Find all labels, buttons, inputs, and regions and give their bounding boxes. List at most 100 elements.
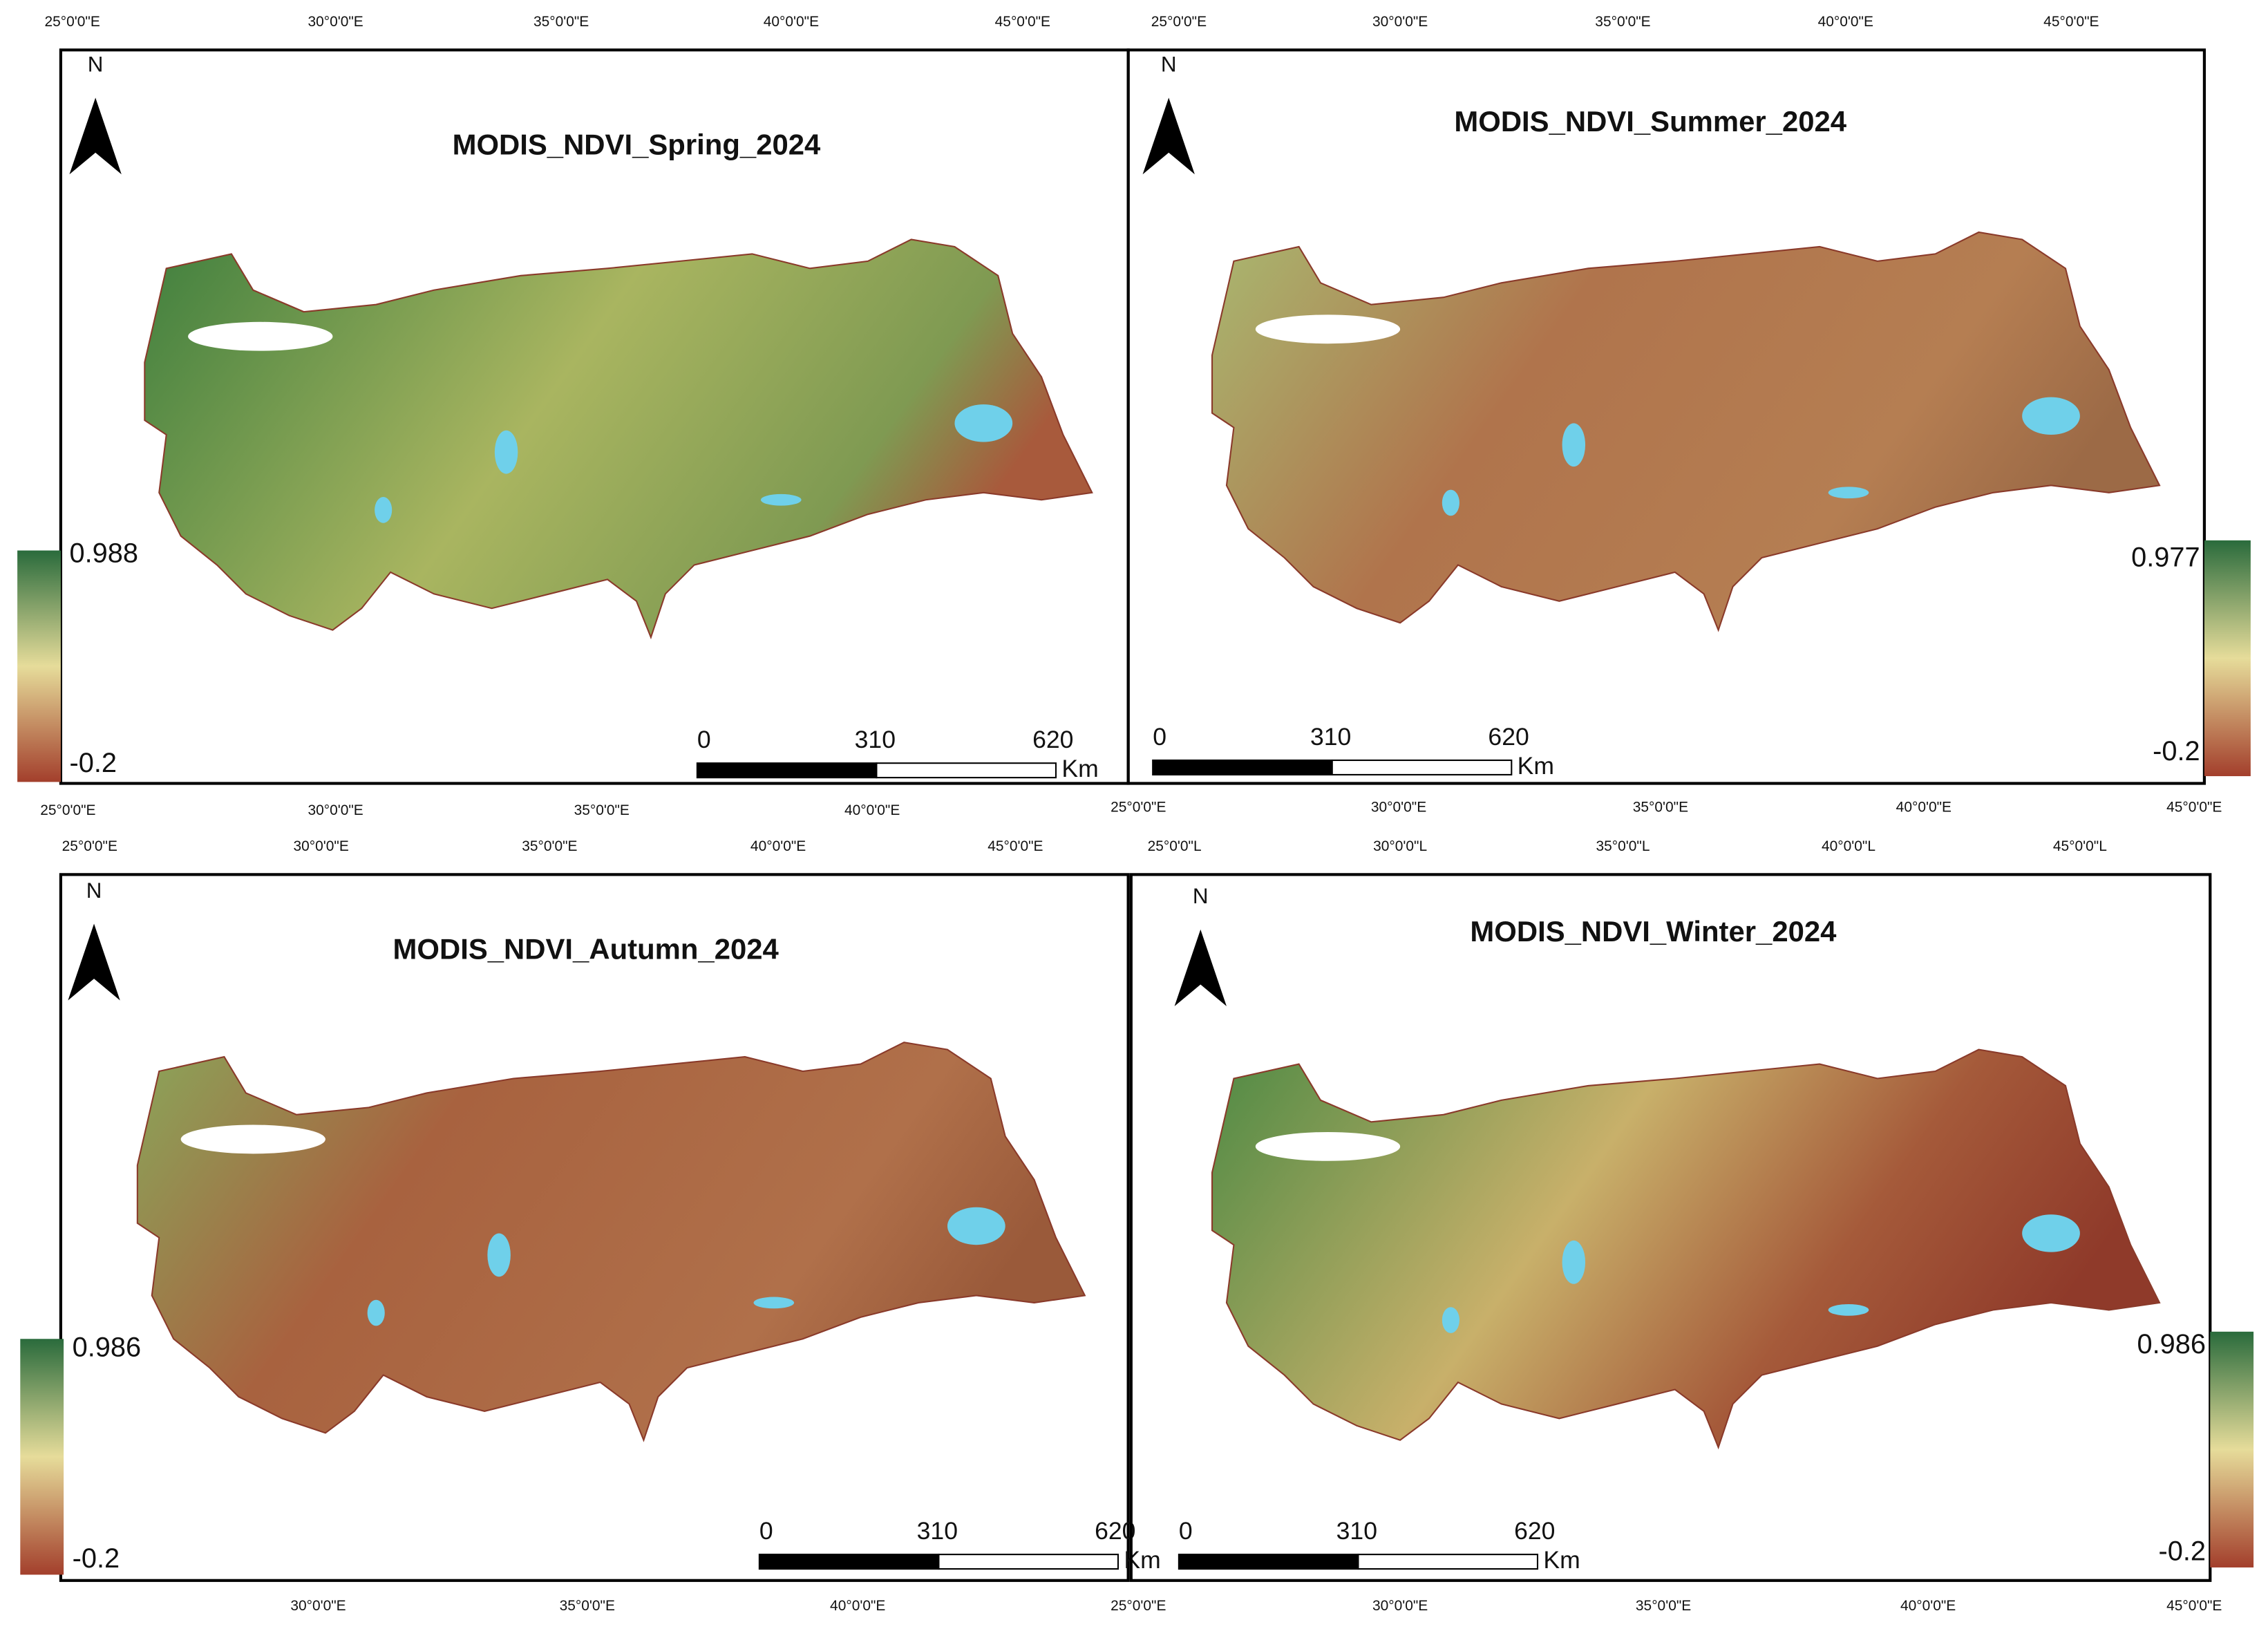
north-arrow [69,97,122,175]
graticule-label: 40°0'0"E [830,1598,885,1614]
graticule-label: 25°0'0"E [45,14,100,30]
lake-tuz [487,1233,511,1277]
scale-label: 0 [697,726,711,753]
scale-bar-white [1331,759,1513,775]
scale-label: 620 [1488,723,1529,751]
scale-label: 620 [1514,1517,1555,1545]
lake [367,1299,385,1326]
legend-min: -0.2 [69,748,117,778]
scale-unit: Km [1124,1546,1160,1574]
country-raster [136,1042,1086,1442]
scale-bar-black [758,1554,940,1570]
graticule-label: 40°0'0"L [1822,838,1875,854]
graticule-label: 35°0'0"E [1636,1598,1691,1614]
scale-bar-black [1178,1554,1359,1570]
graticule-label: 45°0'0"E [995,14,1050,30]
graticule-label: 45°0'0"E [987,838,1043,854]
map-frame [59,873,1130,1582]
lake-tuz [494,430,518,474]
graticule-label: 45°0'0"E [2166,1598,2222,1614]
north-arrow [68,923,120,1001]
map-frame [1126,48,2206,785]
lake [760,493,802,506]
graticule-label: 30°0'0"E [1371,800,1426,816]
scale-label: 310 [1336,1517,1377,1545]
scale-unit: Km [1543,1546,1580,1574]
legend-ramp [17,550,61,782]
graticule-label: 30°0'0"E [1372,14,1428,30]
legend-ramp [2210,1331,2254,1567]
legend-min: -0.2 [2153,736,2200,766]
lake-van [947,1207,1005,1245]
legend-min: -0.2 [73,1543,120,1574]
graticule-label: 40°0'0"E [1900,1598,1956,1614]
scale-label: 0 [1153,723,1166,751]
map-title: MODIS_NDVI_Summer_2024 [1454,105,1846,138]
scale-bar-white [876,762,1057,779]
scale-label: 310 [917,1517,958,1545]
legend-max: 0.988 [69,538,138,568]
legend-max: 0.977 [2131,543,2200,573]
graticule-label: 25°0'0"L [1148,838,1202,854]
map-title: MODIS_NDVI_Autumn_2024 [393,932,779,965]
north-label: N [86,878,102,903]
lake [753,1297,795,1309]
lake [375,497,393,523]
graticule-label: 30°0'0"E [308,802,363,818]
country-raster [1211,231,2161,632]
marmara-sea [180,1124,325,1154]
graticule-label: 35°0'0"E [522,838,577,854]
graticule-label: 35°0'0"E [533,14,589,30]
lake-van [954,404,1013,442]
country-raster [1211,1048,2161,1450]
legend-max: 0.986 [73,1332,141,1362]
scale-label: 310 [855,726,896,753]
scale-unit: Km [1518,752,1554,780]
graticule-label: 35°0'0"E [574,802,630,818]
graticule-label: 25°0'0"E [40,802,95,818]
graticule-label: 45°0'0"E [2166,800,2222,816]
north-arrow [1142,97,1195,175]
lake [1442,489,1459,516]
map-panel: MODIS_NDVI_Spring_2024 N 25°0'0"E 30°0'0"E 3… [17,14,1130,818]
scale-bar-white [938,1554,1119,1570]
north-label: N [88,53,104,77]
lake [1828,1304,1869,1316]
scale-label: 620 [1032,726,1073,753]
scale-unit: Km [1061,755,1098,782]
graticule-label: 30°0'0"E [294,838,349,854]
lake-tuz [1562,1240,1586,1284]
scale-bar-black [696,762,878,779]
map-panel: MODIS_NDVI_Summer_2024 N 25°0'0"E 30°0'0"E 3… [1111,14,2251,816]
north-label: N [1161,53,1177,77]
graticule-label: 35°0'0"E [1595,14,1650,30]
lake-tuz [1562,423,1586,467]
graticule-label: 40°0'0"E [844,802,900,818]
scale-label: 0 [759,1517,773,1545]
legend-ramp [20,1339,64,1575]
map-panel: MODIS_NDVI_Winter_2024 N 25°0'0"L 30°0'0"L 3… [1111,838,2254,1614]
graticule-label: 35°0'0"E [560,1598,615,1614]
lake-van [2022,397,2080,435]
scale-label: 620 [1095,1517,1135,1545]
scale-label: 0 [1179,1517,1193,1545]
scale-label: 310 [1310,723,1351,751]
graticule-label: 35°0'0"L [1596,838,1650,854]
country-raster [144,238,1093,640]
graticule-label: 45°0'0"L [2053,838,2107,854]
graticule-label: 40°0'0"E [1818,14,1873,30]
graticule-label: 30°0'0"E [1372,1598,1428,1614]
map-title: MODIS_NDVI_Spring_2024 [453,129,821,161]
graticule-label: 30°0'0"E [290,1598,346,1614]
north-arrow [1174,929,1227,1006]
legend-max: 0.986 [2137,1329,2206,1359]
graticule-label: 25°0'0"E [1111,1598,1166,1614]
map-frame [1129,873,2212,1582]
graticule-label: 25°0'0"E [1111,800,1166,816]
north-label: N [1193,884,1209,908]
legend-min: -0.2 [2158,1536,2206,1567]
graticule-label: 35°0'0"E [1633,800,1688,816]
lake [1828,487,1869,499]
